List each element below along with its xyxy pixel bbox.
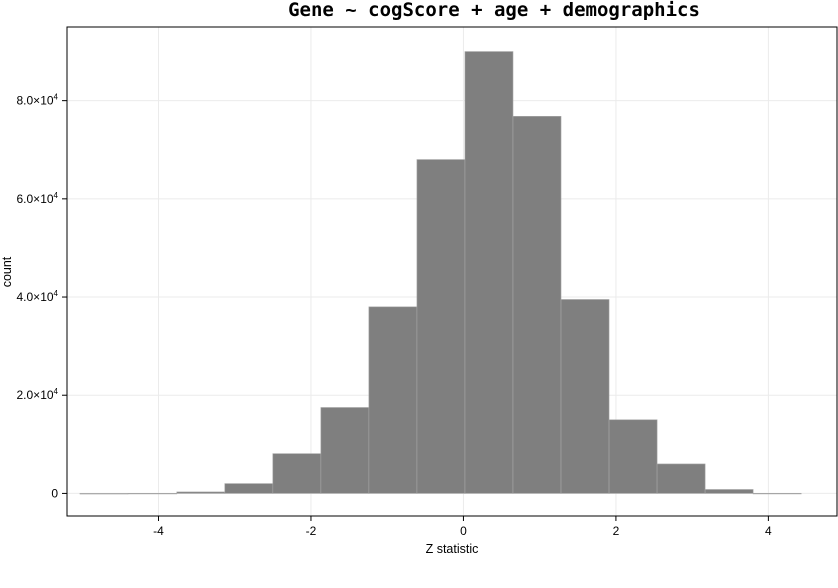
x-tick-label: 2: [613, 524, 620, 538]
histogram-bar: [560, 299, 610, 494]
axis-ticks: -4 -2 0 2 4 0 2.0×104 4.0×104 6.0×104 8.0×104: [17, 93, 773, 538]
y-axis-label: count: [0, 256, 14, 287]
histogram-bar: [127, 493, 178, 495]
histogram-bar: [704, 489, 754, 494]
y-tick-label: 6.0×104: [17, 191, 59, 206]
histogram-bar: [176, 491, 226, 494]
chart-title: Gene ~ cogScore + age + demographics: [288, 0, 700, 21]
x-tick-label: -4: [153, 524, 164, 538]
histogram-bar: [224, 483, 274, 494]
histogram-bar: [464, 51, 514, 494]
plot-frame: [66, 26, 838, 517]
histogram-bar: [272, 453, 322, 494]
histogram-bar: [752, 493, 802, 495]
x-tick-label: 4: [765, 524, 772, 538]
histogram-bar: [416, 159, 466, 494]
histogram-bar: [79, 493, 129, 495]
y-tick-label: 4.0×104: [17, 289, 59, 304]
y-tick-label: 2.0×104: [17, 387, 59, 402]
y-tick-label: 8.0×104: [17, 93, 59, 108]
x-axis-label: Z statistic: [426, 542, 479, 556]
histogram-bar: [608, 419, 658, 494]
histogram-bars: [79, 51, 802, 495]
x-tick-label: 0: [460, 524, 467, 538]
histogram-bar: [656, 463, 706, 494]
x-tick-label: -2: [306, 524, 317, 538]
y-tick-label: 0: [51, 486, 58, 500]
histogram-bar: [320, 407, 370, 494]
histogram-bar: [512, 116, 562, 494]
histogram-bar: [368, 306, 418, 494]
